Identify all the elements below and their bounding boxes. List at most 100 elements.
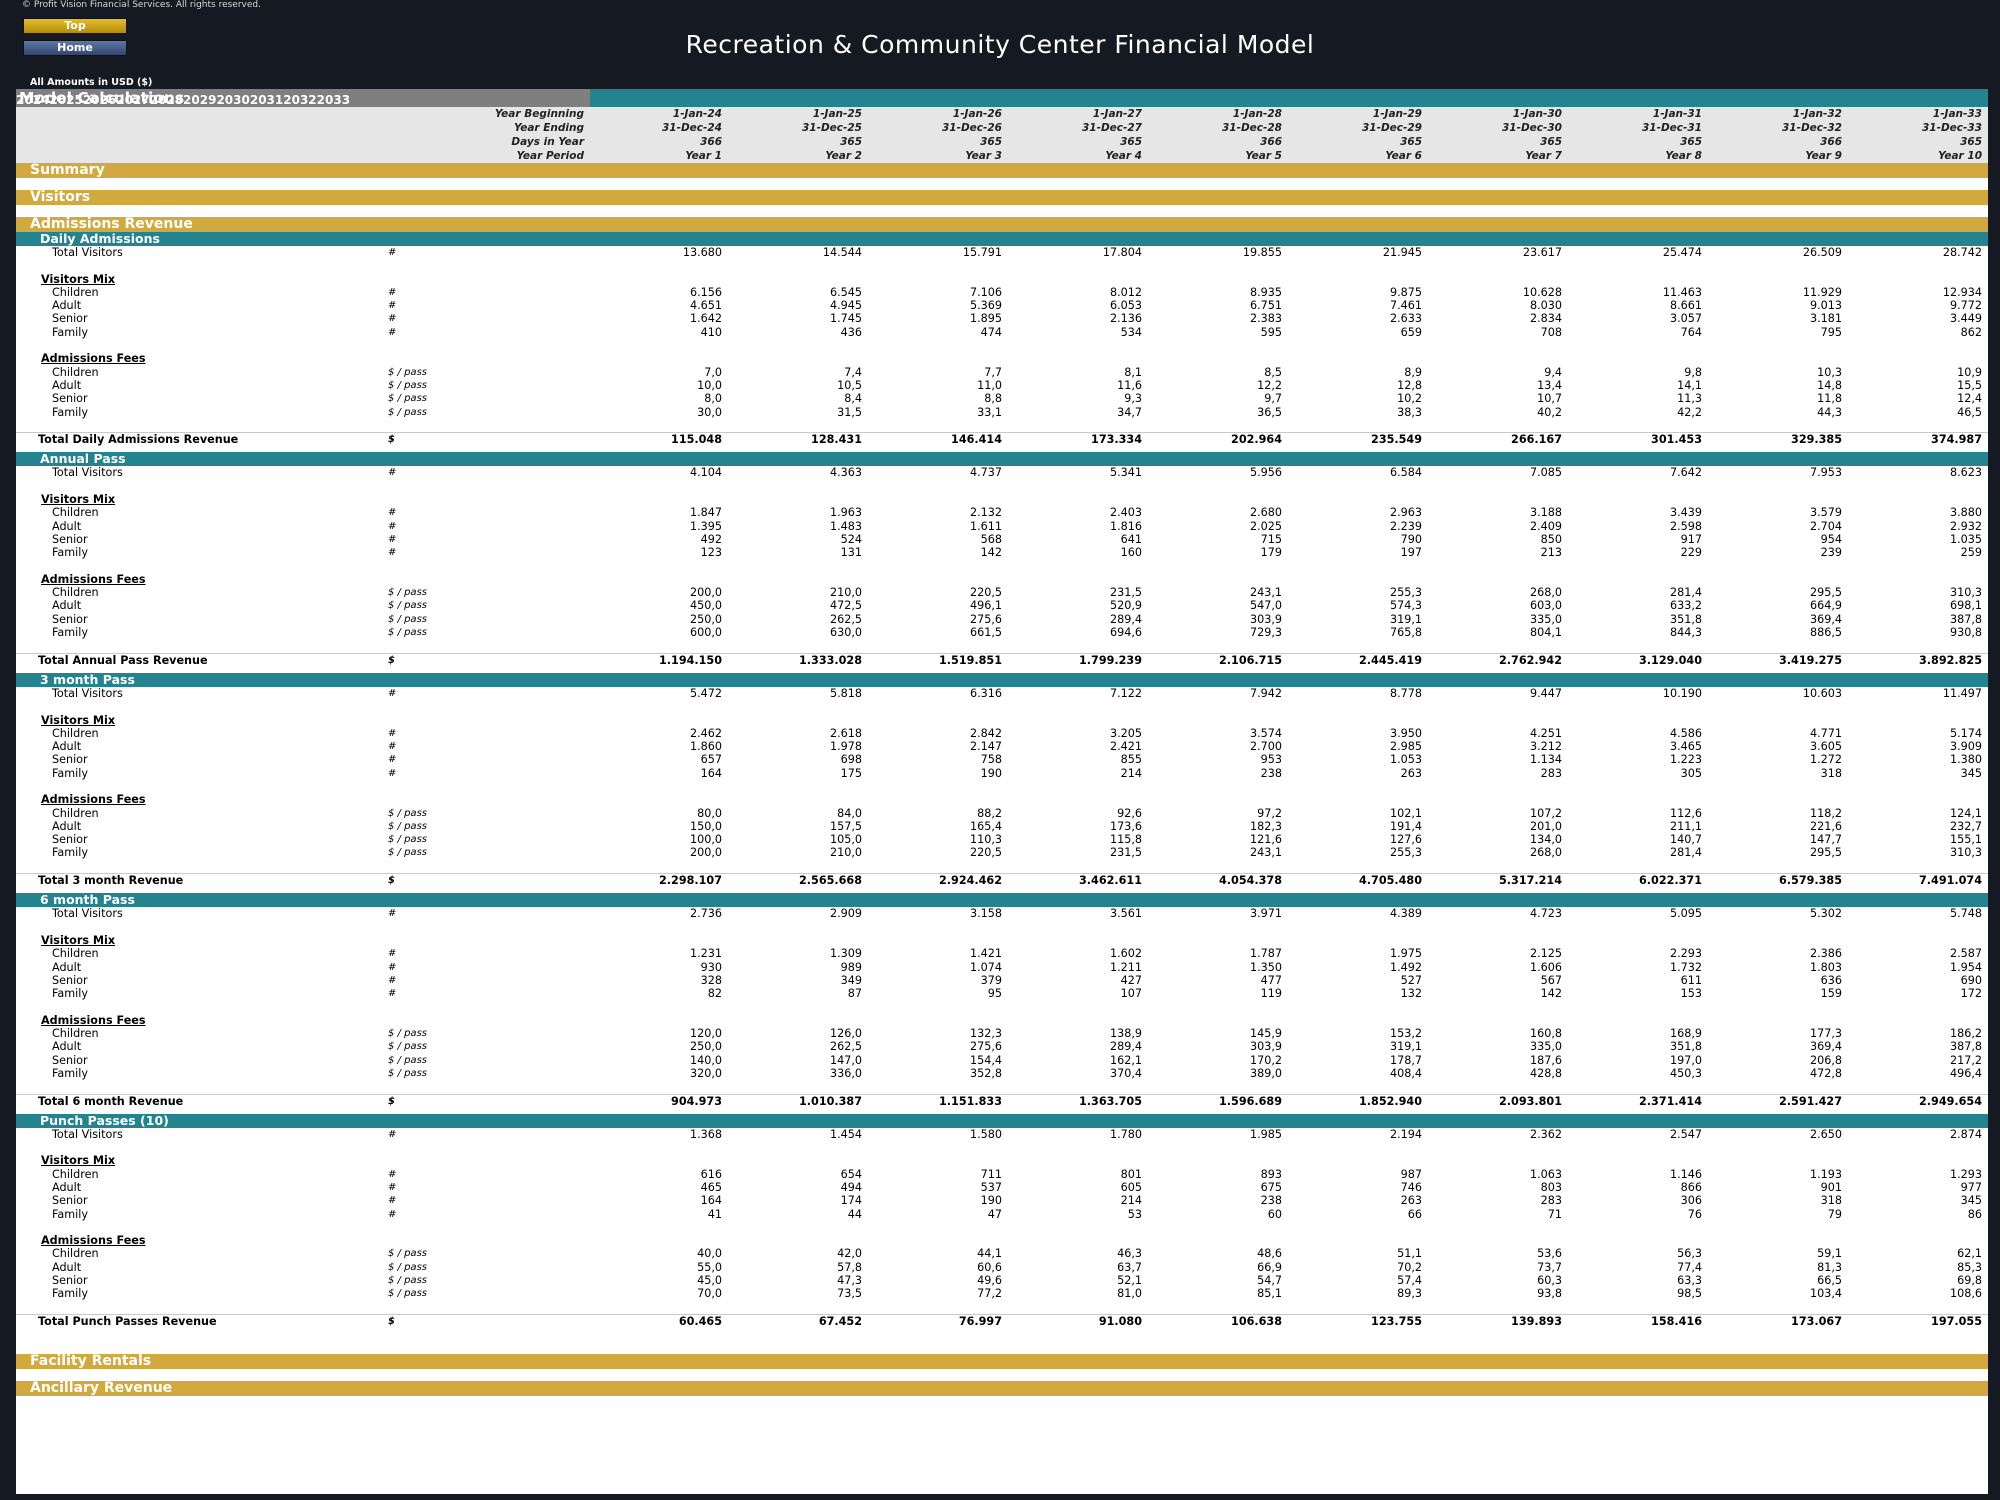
- cell-2025: 1.309: [829, 947, 862, 961]
- cell-2028: 119: [1260, 987, 1282, 1001]
- cell-2027: 694,6: [1109, 626, 1142, 640]
- cell-2027: 214: [1120, 1194, 1142, 1208]
- cell-2028: 953: [1260, 753, 1282, 767]
- cell-2025: 210,0: [829, 846, 862, 860]
- section-visitors[interactable]: Visitors: [16, 190, 1988, 205]
- cell-2024: 140,0: [689, 1053, 722, 1067]
- row-label: Adult: [52, 519, 82, 533]
- cell-2027: 46,3: [1117, 1247, 1142, 1261]
- cell-2033: 10,9: [1957, 365, 1982, 379]
- cell-2029: 574,3: [1389, 599, 1422, 613]
- cell-2029: 2.963: [1389, 506, 1422, 520]
- section-facility-rentals[interactable]: Facility Rentals: [16, 1353, 1988, 1369]
- cell-2032: 2.386: [1809, 947, 1842, 961]
- top-button[interactable]: Top: [23, 18, 127, 34]
- cell-2029: 2.633: [1389, 312, 1422, 326]
- cell-2030: 160,8: [1529, 1027, 1562, 1041]
- cell-2033: 698,1: [1949, 599, 1982, 613]
- cell-2032: 7.953: [1809, 466, 1842, 480]
- cell-2030: 13,4: [1537, 378, 1562, 392]
- cell-2026: Year 3: [965, 150, 1002, 162]
- cell-2024: 70,0: [697, 1287, 722, 1301]
- cell-2031: 611: [1680, 973, 1702, 987]
- block-header[interactable]: Annual Pass: [16, 452, 1988, 467]
- row-unit: #: [388, 247, 397, 258]
- model-sheet: Model Calculations 202420252026202720282…: [16, 89, 1988, 1494]
- cell-2029: 1-Jan-29: [1372, 108, 1422, 120]
- row-label: Adult: [52, 1260, 82, 1274]
- section-ancillary-revenue[interactable]: Ancillary Revenue: [16, 1380, 1988, 1396]
- cell-2027: 31-Dec-27: [1081, 122, 1142, 134]
- cell-2026: 474: [980, 325, 1002, 339]
- row-label: Senior: [52, 973, 88, 987]
- cell-2030: 139.893: [1511, 1314, 1562, 1328]
- fee-row-family: Family $ / pass 320,0 336,0 352,8 370,4 389,0 4…: [16, 1067, 1988, 1080]
- cell-2031: 2.371.414: [1639, 1094, 1702, 1108]
- cell-2032: 118,2: [1809, 806, 1842, 820]
- cell-2032: 221,6: [1809, 819, 1842, 833]
- cell-2032: 369,4: [1809, 1040, 1842, 1054]
- cell-2033: 310,3: [1949, 846, 1982, 860]
- cell-2031: 633,2: [1669, 599, 1702, 613]
- cell-2027: 92,6: [1117, 806, 1142, 820]
- cell-2032: 147,7: [1809, 833, 1842, 847]
- cell-2030: 73,7: [1537, 1260, 1562, 1274]
- cell-2031: 306: [1680, 1194, 1702, 1208]
- cell-2032: 173.067: [1791, 1314, 1842, 1328]
- cell-2030: 335,0: [1529, 1040, 1562, 1054]
- total-label: Total Annual Pass Revenue: [38, 653, 208, 667]
- block-title: 6 month Pass: [40, 892, 135, 908]
- cell-2033: 365: [1960, 136, 1982, 148]
- fee-row-family: Family $ / pass 600,0 630,0 661,5 694,6 729,3 7…: [16, 626, 1988, 639]
- fee-row-senior: Senior $ / pass 100,0 105,0 110,3 115,8 121,6 1…: [16, 833, 1988, 846]
- row-label: Adult: [52, 299, 82, 313]
- cell-2029: 2.194: [1389, 1127, 1422, 1141]
- row-unit: #: [388, 961, 397, 973]
- cell-2029: 51,1: [1397, 1247, 1422, 1261]
- row-unit: #: [388, 988, 397, 1000]
- block-header[interactable]: Punch Passes (10): [16, 1113, 1988, 1128]
- cell-2026: 49,6: [977, 1274, 1002, 1288]
- cell-2033: 374.987: [1931, 433, 1982, 447]
- page-title: Recreation & Community Center Financial …: [685, 30, 1315, 59]
- cell-2033: 7.491.074: [1919, 874, 1982, 888]
- cell-2024: 10,0: [697, 378, 722, 392]
- cell-2030: 283: [1540, 766, 1562, 780]
- cell-2029: 197: [1400, 546, 1422, 560]
- cell-2027: 63,7: [1117, 1260, 1142, 1274]
- cell-2033: 1.954: [1949, 960, 1982, 974]
- cell-2024: 45,0: [697, 1274, 722, 1288]
- block-header[interactable]: 3 month Pass: [16, 672, 1988, 687]
- block-header[interactable]: Daily Admissions: [16, 232, 1988, 246]
- cell-2025: 5.818: [829, 686, 862, 700]
- cell-2029: 235.549: [1371, 433, 1422, 447]
- cell-2025: 57,8: [837, 1260, 862, 1274]
- subheading: Admissions Fees: [41, 1013, 146, 1027]
- cell-2026: 2.842: [969, 726, 1002, 740]
- cell-2024: 1-Jan-24: [672, 108, 722, 120]
- cell-2033: 690: [1960, 973, 1982, 987]
- cell-2025: 7,4: [844, 365, 862, 379]
- cell-2033: 930,8: [1949, 626, 1982, 640]
- cell-2029: Year 6: [1385, 150, 1422, 162]
- cell-2030: 804,1: [1529, 626, 1562, 640]
- fee-row-adult: Adult $ / pass 10,0 10,5 11,0 11,6 12,2 12,8 13,…: [16, 379, 1988, 392]
- cell-2032: 1.272: [1809, 753, 1842, 767]
- row-unit: $: [388, 654, 395, 666]
- block-header[interactable]: 6 month Pass: [16, 892, 1988, 908]
- home-button[interactable]: Home: [23, 40, 127, 56]
- cell-2030: 2.093.801: [1499, 1094, 1562, 1108]
- cell-2030: 1.606: [1529, 960, 1562, 974]
- cell-2032: 3.419.275: [1779, 653, 1842, 667]
- visitors-mix-heading: Visitors Mix: [16, 934, 1988, 947]
- cell-2031: 3.439: [1669, 506, 1702, 520]
- mix-row-senior: Senior #164 174 190 214 238 263 283 306 318 345: [16, 1194, 1988, 1207]
- section-summary[interactable]: Summary: [16, 163, 1988, 178]
- cell-2028: 6.751: [1249, 299, 1282, 313]
- section-admissions[interactable]: Admissions Revenue: [16, 217, 1988, 232]
- row-unit: #: [388, 286, 397, 298]
- cell-2024: 320,0: [689, 1066, 722, 1080]
- row-unit: $ / pass: [388, 1288, 427, 1300]
- row-unit: $ / pass: [388, 1028, 427, 1040]
- cell-2024: 904.973: [671, 1094, 722, 1108]
